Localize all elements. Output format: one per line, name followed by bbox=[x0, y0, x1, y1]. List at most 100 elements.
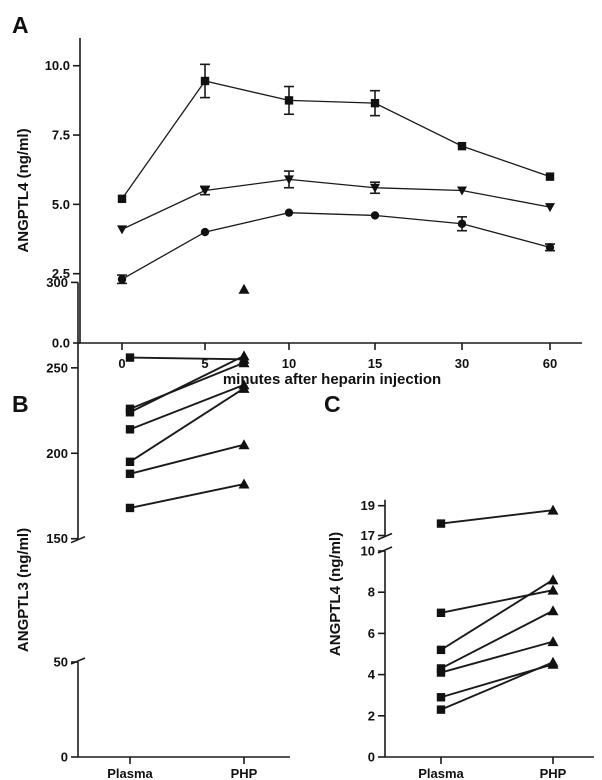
axis-break-b bbox=[70, 535, 86, 544]
data-point-b-php bbox=[238, 382, 250, 393]
data-point-a-0 bbox=[284, 96, 294, 105]
data-point-c-plasma bbox=[436, 668, 446, 677]
pair-line-b bbox=[129, 387, 245, 463]
data-point-b-php bbox=[238, 439, 250, 450]
data-point-a-2 bbox=[200, 227, 210, 237]
data-point-c-plasma bbox=[436, 519, 446, 528]
data-point-a-1 bbox=[545, 203, 555, 213]
x-tick-label-a: 15 bbox=[368, 356, 382, 371]
y-tick-label-c: 10 bbox=[361, 544, 375, 559]
pair-line-c bbox=[440, 579, 554, 651]
x-tick-label-a: 10 bbox=[282, 356, 296, 371]
axis-a bbox=[79, 38, 582, 344]
pair-line-c bbox=[440, 640, 554, 674]
pair-line-b bbox=[129, 356, 245, 361]
data-point-b-plasma bbox=[125, 408, 135, 417]
pair-line-b bbox=[129, 355, 245, 414]
data-point-b-plasma bbox=[125, 469, 135, 478]
data-point-b-php bbox=[238, 357, 250, 368]
x-tick-label-b: Plasma bbox=[107, 766, 153, 780]
pair-line-c bbox=[440, 589, 554, 614]
data-point-b-plasma bbox=[125, 425, 135, 434]
data-point-b-plasma bbox=[125, 503, 135, 513]
pair-line-b bbox=[129, 361, 245, 410]
series-line-a-0 bbox=[121, 80, 551, 200]
y-tick-label-a: 7.5 bbox=[52, 128, 70, 143]
panel-label-c: C bbox=[324, 391, 341, 417]
y-tick-label-b: 300 bbox=[46, 275, 68, 290]
data-point-c-php bbox=[547, 504, 559, 515]
y-tick-label-c: 4 bbox=[368, 667, 376, 682]
data-point-b-plasma bbox=[125, 457, 135, 467]
data-point-c-php bbox=[547, 656, 559, 667]
data-point-b-php bbox=[238, 350, 250, 361]
data-point-a-0 bbox=[117, 194, 127, 204]
y-tick-label-c: 2 bbox=[368, 708, 375, 723]
axis-break-b bbox=[70, 657, 86, 665]
pair-line-c bbox=[440, 661, 554, 711]
data-point-a-1 bbox=[457, 186, 467, 196]
y-tick-label-b: 0 bbox=[61, 750, 68, 765]
data-point-b-plasma bbox=[125, 353, 135, 362]
data-point-a-2 bbox=[370, 211, 380, 220]
data-point-b-php bbox=[238, 283, 250, 294]
data-point-a-2 bbox=[284, 208, 294, 217]
pair-line-b bbox=[129, 384, 245, 431]
data-point-c-php bbox=[547, 636, 559, 647]
pair-line-b bbox=[129, 443, 245, 475]
data-point-a-0 bbox=[457, 141, 467, 151]
pair-line-c bbox=[440, 609, 554, 670]
x-tick-label-a: 60 bbox=[543, 356, 557, 371]
y-tick-label-a: 2.5 bbox=[52, 266, 70, 281]
x-axis-label-a: minutes after heparin injection bbox=[223, 371, 441, 388]
axis-break-c bbox=[377, 546, 393, 554]
data-point-a-0 bbox=[370, 98, 380, 108]
y-tick-label-c: 8 bbox=[368, 585, 375, 600]
data-point-c-php bbox=[547, 605, 559, 616]
x-tick-label-a: 5 bbox=[201, 356, 208, 371]
data-point-a-1 bbox=[284, 175, 294, 185]
x-tick-label-a: 30 bbox=[455, 356, 469, 371]
data-point-a-1 bbox=[370, 183, 380, 193]
y-tick-label-b: 200 bbox=[46, 446, 68, 461]
data-point-a-2 bbox=[545, 243, 555, 252]
panel-label-b: B bbox=[12, 391, 29, 417]
y-axis-label-a: ANGPTL4 (ng/ml) bbox=[15, 128, 32, 252]
y-tick-label-b: 150 bbox=[46, 531, 68, 546]
pair-line-c bbox=[440, 509, 554, 525]
data-point-a-2 bbox=[117, 275, 127, 284]
data-point-c-plasma bbox=[436, 645, 446, 655]
y-tick-label-a: 0.0 bbox=[52, 336, 70, 351]
data-point-a-0 bbox=[545, 172, 555, 181]
x-tick-label-a: 0 bbox=[118, 356, 125, 371]
y-tick-label-b: 50 bbox=[54, 655, 68, 670]
y-axis-label-c: ANGPTL4 (ng/ml) bbox=[327, 532, 344, 656]
axis-break-c bbox=[377, 532, 393, 541]
x-tick-label-c: Plasma bbox=[418, 766, 464, 780]
series-line-a-1 bbox=[121, 178, 551, 230]
y-tick-label-c: 0 bbox=[368, 750, 375, 765]
pair-line-b bbox=[129, 483, 245, 509]
data-point-a-2 bbox=[457, 219, 467, 228]
y-tick-label-c: 19 bbox=[361, 498, 375, 513]
x-tick-label-b: PHP bbox=[231, 766, 258, 780]
data-point-c-php bbox=[547, 584, 559, 595]
y-tick-label-c: 6 bbox=[368, 626, 375, 641]
y-tick-label-a: 10.0 bbox=[45, 58, 70, 73]
data-point-c-plasma bbox=[436, 608, 446, 617]
data-point-a-1 bbox=[200, 186, 210, 196]
y-tick-label-c: 17 bbox=[361, 528, 375, 543]
y-axis-label-b: ANGPTL3 (ng/ml) bbox=[15, 528, 32, 652]
series-line-a-2 bbox=[121, 212, 551, 280]
panel-label-a: A bbox=[12, 12, 29, 38]
data-point-a-1 bbox=[117, 225, 127, 235]
y-tick-label-b: 250 bbox=[46, 360, 68, 375]
data-point-a-0 bbox=[200, 76, 210, 86]
data-point-c-php bbox=[547, 574, 559, 585]
y-tick-label-a: 5.0 bbox=[52, 197, 70, 212]
x-tick-label-c: PHP bbox=[540, 766, 567, 780]
data-point-c-plasma bbox=[436, 693, 446, 702]
data-point-b-php bbox=[238, 478, 250, 489]
data-point-c-plasma bbox=[436, 705, 446, 714]
